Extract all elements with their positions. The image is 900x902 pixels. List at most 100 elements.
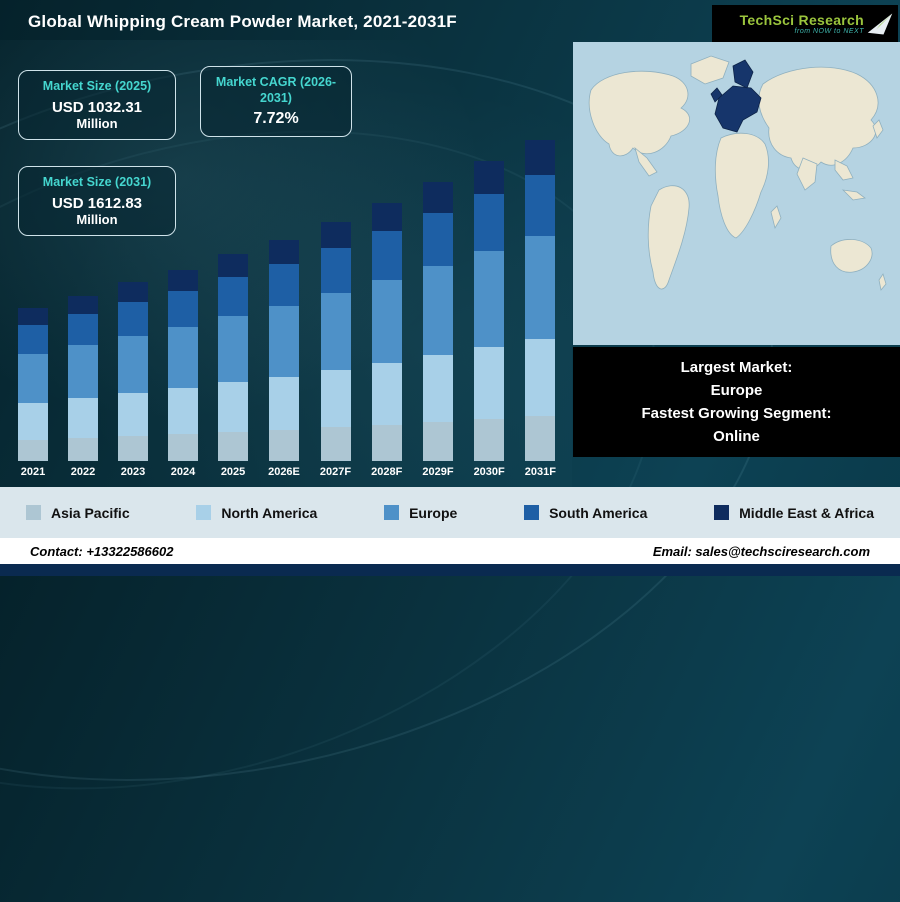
legend-swatch [714,505,730,520]
largest-market-label: Largest Market: [680,358,793,376]
bar-segment-europe [422,266,453,355]
stacked-bar-2024 [168,270,199,461]
bar-segment-north-america [422,355,453,422]
email-text: Email: sales@techsciresearch.com [652,543,870,559]
fastest-segment-label: Fastest Growing Segment: [641,405,832,422]
x-axis-label: 2027F [319,466,352,478]
bar-segment-asia-pacific [168,434,199,461]
bar-segment-south-america [68,314,99,345]
bar-segment-north-america [168,388,199,434]
bar-segment-asia-pacific [320,427,351,461]
bar-segment-south-america [118,302,149,336]
card-value: 7.72% [253,110,299,128]
logo-name: TechSci Research [739,12,864,28]
bar-column-2021: 2021 [18,308,48,478]
legend-swatch [524,505,540,520]
stacked-bar-2027F [320,222,351,461]
bar-segment-north-america [268,377,299,430]
legend-swatch [384,505,400,520]
stacked-bar-2022 [68,296,99,461]
logo-text: TechSci Research from NOW to NEXT [722,12,864,35]
bar-segment-middle-east-africa [68,296,99,314]
card-title: Market CAGR (2026-2031) [215,75,337,105]
legend-swatch [196,505,212,520]
page-title: Global Whipping Cream Powder Market, 202… [28,12,457,31]
bar-segment-middle-east-africa [118,282,149,302]
bar-segment-asia-pacific [268,430,299,461]
scandinavia-highlight [732,59,754,89]
bar-segment-south-america [371,231,402,280]
bar-column-2023: 2023 [118,282,149,478]
map-asia [758,66,879,171]
bar-segment-middle-east-africa [474,161,505,194]
bar-segment-north-america [18,403,48,440]
bar-segment-north-america [68,398,99,438]
x-axis-label: 2029F [422,466,454,478]
bar-segment-south-america [168,291,199,327]
bar-segment-middle-east-africa [218,254,249,277]
market-size-2025-card: Market Size (2025) USD 1032.31 Million [18,70,176,140]
bar-column-2031F: 2031F [525,140,556,478]
map-central-america [634,146,658,177]
bar-segment-asia-pacific [218,432,249,461]
bar-segment-asia-pacific [525,416,556,461]
legend-item-europe: Europe [384,505,457,521]
contact-text: Contact: +13322586602 [30,543,174,559]
card-title: Market Size (2025) [42,79,152,93]
bar-segment-middle-east-africa [268,240,299,264]
legend-swatch [26,505,41,520]
map-africa [714,132,769,239]
bar-segment-south-america [525,175,556,236]
x-axis-label: 2026E [268,466,300,478]
card-unit: Million [76,211,118,227]
map-greenland [690,55,730,85]
fastest-segment-value: Online [713,428,760,446]
legend-item-asia-pacific: Asia Pacific [26,505,130,521]
bar-segment-middle-east-africa [525,140,556,175]
bar-segment-europe [474,251,505,347]
bar-segment-asia-pacific [118,436,149,461]
card-value: USD 1612.83 [51,194,143,212]
map-southeast-asia [834,159,854,181]
map-north-america [588,70,691,157]
x-axis-label: 2021 [20,466,46,478]
bar-segment-asia-pacific [422,422,453,461]
bar-segment-asia-pacific [371,425,402,461]
bar-segment-north-america [525,339,556,416]
map-australia [830,239,873,273]
x-axis-label: 2022 [70,466,96,478]
x-axis-label: 2023 [120,466,146,478]
bar-column-2026E: 2026E [268,240,300,478]
x-axis-label: 2024 [170,466,196,478]
bar-segment-europe [68,345,99,398]
bar-column-2030F: 2030F [474,161,505,478]
bar-segment-south-america [18,325,48,354]
stacked-bar-2028F [371,203,402,461]
bar-segment-asia-pacific [68,438,99,461]
map-new-zealand [878,273,887,291]
bottom-strip [0,564,900,576]
bar-column-2027F: 2027F [320,222,351,478]
stacked-bar-2026E [268,240,299,461]
bar-column-2022: 2022 [68,296,99,478]
bar-segment-north-america [474,347,505,419]
bar-segment-north-america [218,382,249,432]
stacked-bar-2023 [118,282,149,461]
map-indonesia [841,189,866,201]
bar-segment-europe [320,293,351,370]
bar-segment-middle-east-africa [18,308,48,325]
world-map-panel [573,42,900,345]
bar-segment-north-america [320,370,351,427]
bar-segment-europe [525,236,556,339]
logo-tagline: from NOW to NEXT [794,28,864,35]
bar-segment-middle-east-africa [422,182,453,213]
stacked-bar-2031F [525,140,556,461]
bar-segment-asia-pacific [474,419,505,461]
market-cagr-card: Market CAGR (2026-2031) 7.72% [200,66,352,138]
bar-column-2029F: 2029F [422,182,454,478]
stacked-bar-2029F [422,182,453,461]
bar-segment-asia-pacific [18,440,48,461]
x-axis-label: 2028F [371,466,403,478]
bar-segment-middle-east-africa [320,222,351,248]
map-madagascar [770,205,782,230]
